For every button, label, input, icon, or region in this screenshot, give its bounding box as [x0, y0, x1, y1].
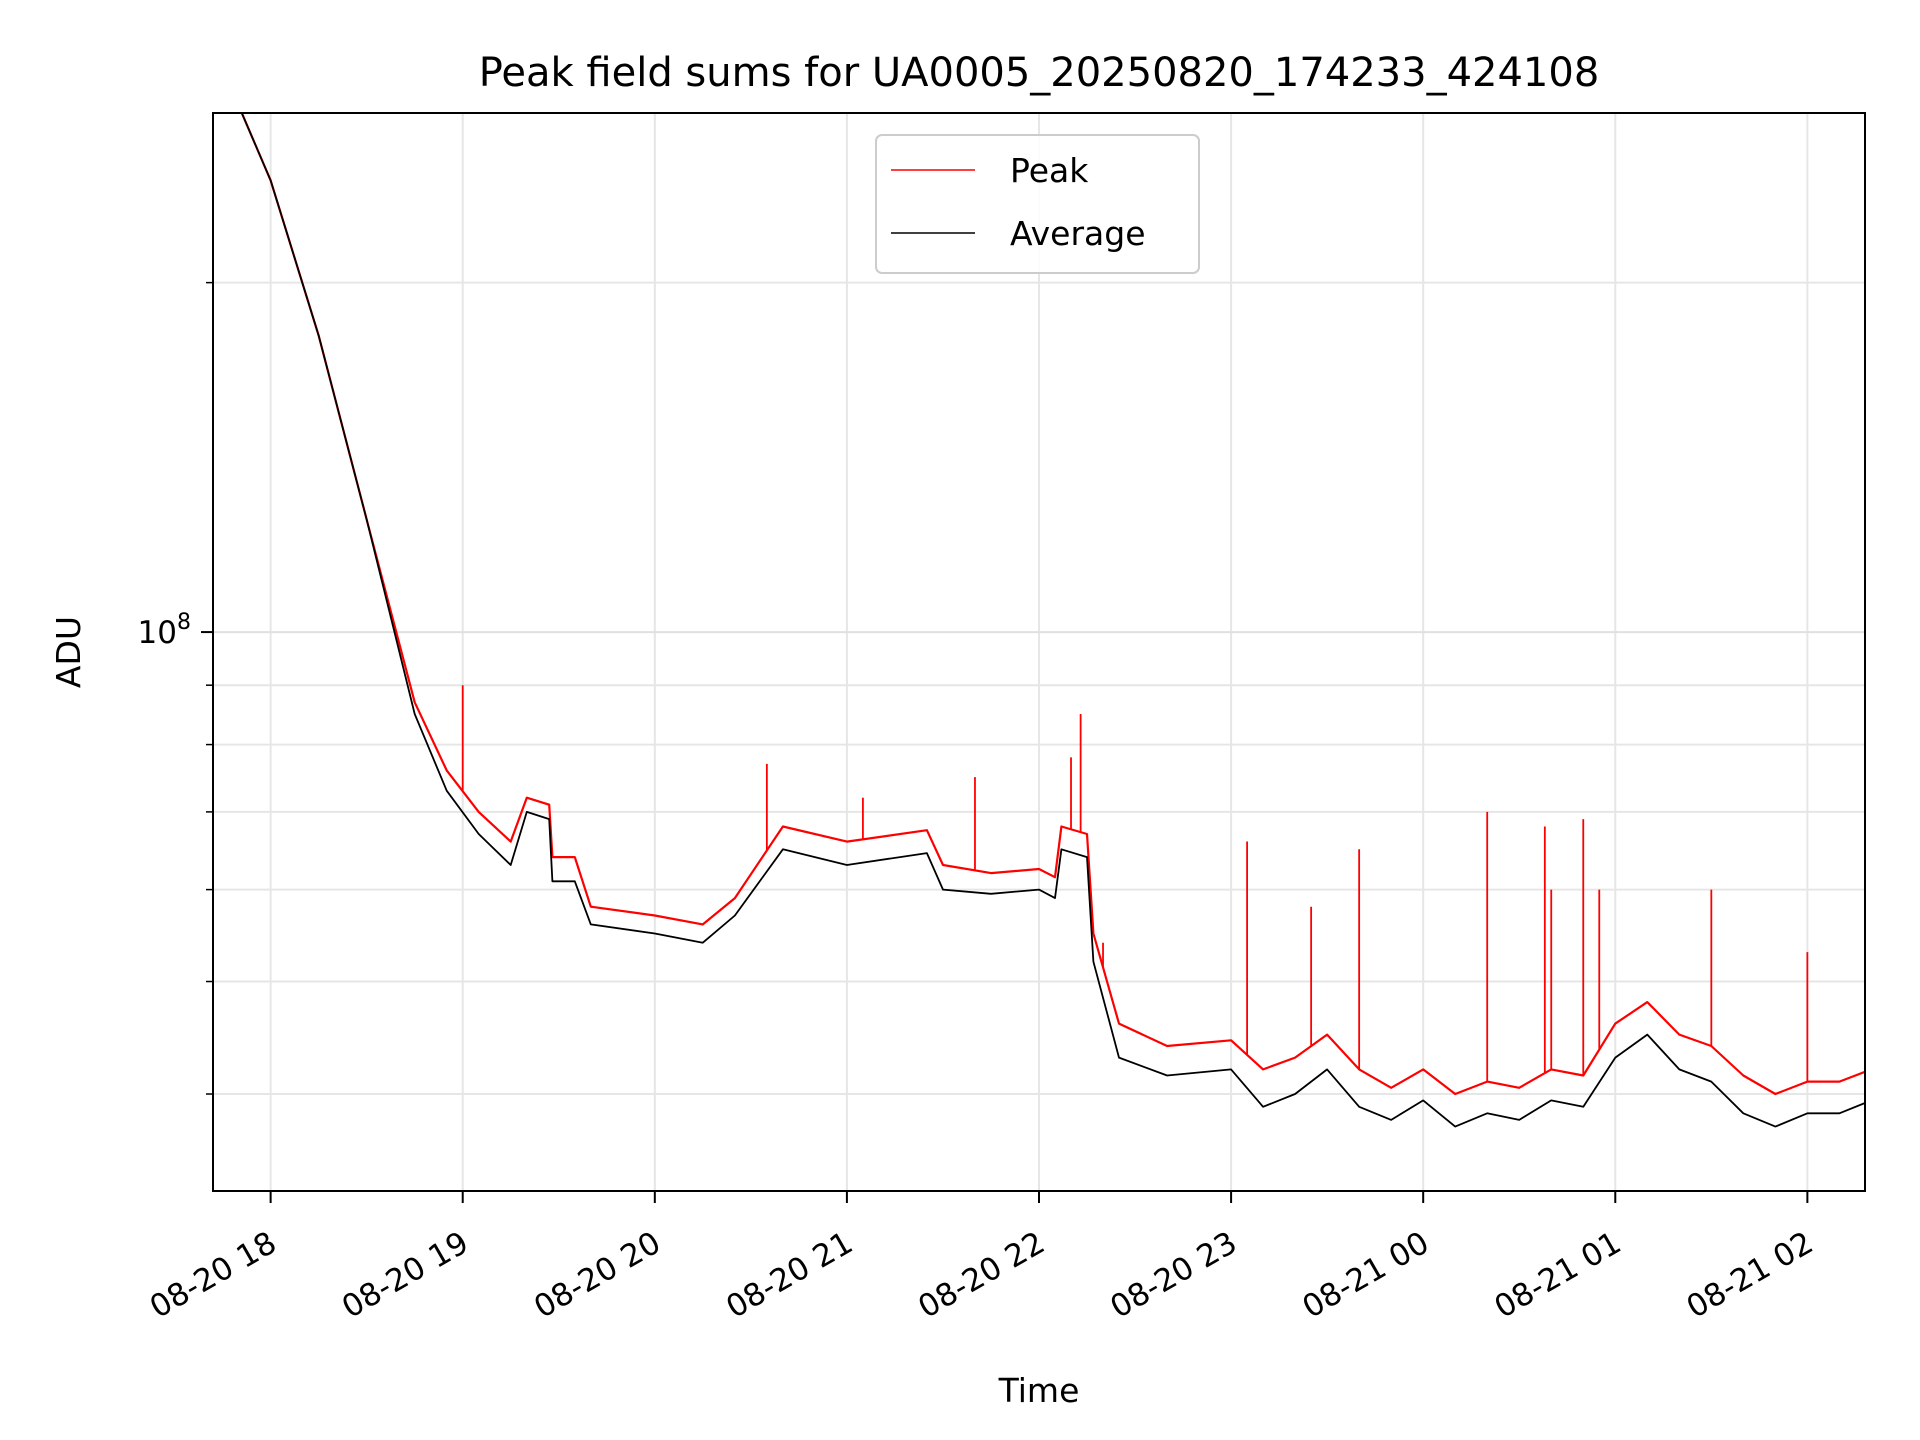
- grid: [213, 113, 1865, 1191]
- legend-label-average: Average: [1010, 214, 1146, 253]
- series-line-average: [240, 113, 1865, 1128]
- series-line-peak: [240, 113, 1865, 1096]
- y-axis-label: ADU: [49, 616, 88, 688]
- x-axis-label: Time: [998, 1371, 1080, 1410]
- legend: Peak Average: [875, 134, 1200, 274]
- chart-title: Peak field sums for UA0005_20250820_1742…: [479, 50, 1600, 96]
- plot-area: [240, 113, 1865, 1128]
- y-tick-label: 108: [138, 610, 191, 651]
- legend-label-peak: Peak: [1010, 151, 1089, 190]
